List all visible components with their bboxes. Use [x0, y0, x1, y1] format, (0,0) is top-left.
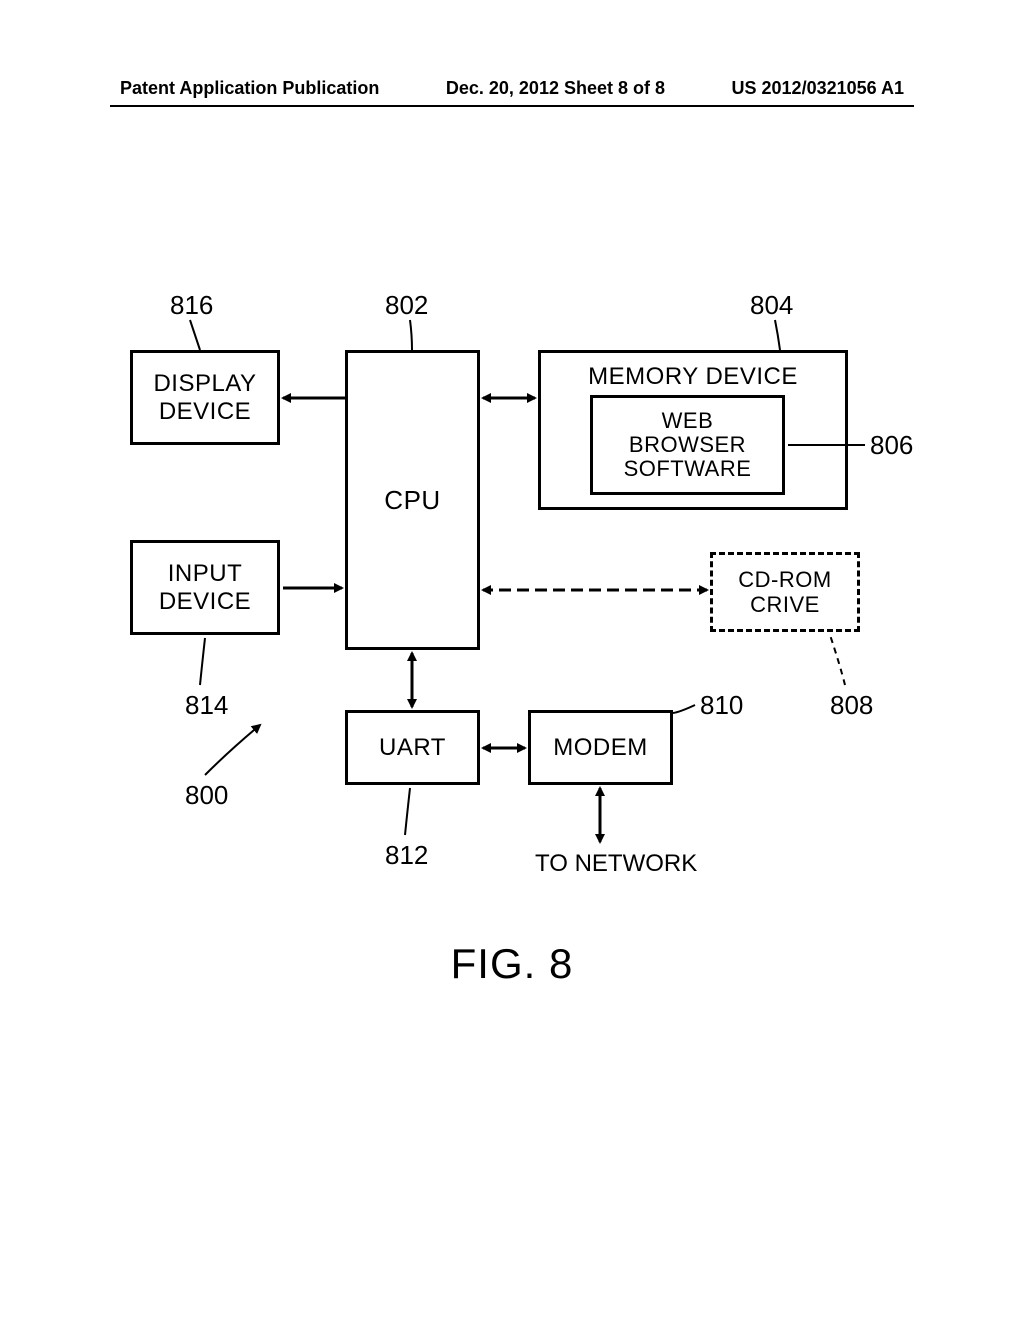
box-uart-label: UART — [379, 734, 446, 762]
figure-caption: FIG. 8 — [0, 940, 1024, 988]
page-header: Patent Application Publication Dec. 20, … — [0, 78, 1024, 99]
box-web-browser-software: WEB BROWSER SOFTWARE — [590, 395, 785, 495]
box-display-device: DISPLAY DEVICE — [130, 350, 280, 445]
ref-816: 816 — [170, 290, 213, 321]
ref-814: 814 — [185, 690, 228, 721]
ref-812: 812 — [385, 840, 428, 871]
box-cdrom-label: CD-ROM CRIVE — [738, 567, 831, 618]
box-modem-label: MODEM — [553, 734, 648, 762]
block-diagram: DISPLAY DEVICE CPU MEMORY DEVICE WEB BRO… — [110, 270, 914, 970]
ref-804: 804 — [750, 290, 793, 321]
box-memory-label: MEMORY DEVICE — [588, 363, 798, 391]
box-cdrom-drive: CD-ROM CRIVE — [710, 552, 860, 632]
box-cpu-label: CPU — [384, 485, 440, 516]
box-input-label: INPUT DEVICE — [159, 560, 251, 615]
box-browser-label: WEB BROWSER SOFTWARE — [624, 409, 752, 482]
box-uart: UART — [345, 710, 480, 785]
box-modem: MODEM — [528, 710, 673, 785]
header-center: Dec. 20, 2012 Sheet 8 of 8 — [446, 78, 665, 99]
ref-810: 810 — [700, 690, 743, 721]
header-rule — [110, 105, 914, 107]
box-display-label: DISPLAY DEVICE — [153, 370, 256, 425]
box-cpu: CPU — [345, 350, 480, 650]
box-input-device: INPUT DEVICE — [130, 540, 280, 635]
to-network-label: TO NETWORK — [535, 850, 697, 878]
header-left: Patent Application Publication — [120, 78, 379, 99]
ref-802: 802 — [385, 290, 428, 321]
ref-800: 800 — [185, 780, 228, 811]
header-right: US 2012/0321056 A1 — [732, 78, 904, 99]
ref-808: 808 — [830, 690, 873, 721]
ref-806: 806 — [870, 430, 913, 461]
